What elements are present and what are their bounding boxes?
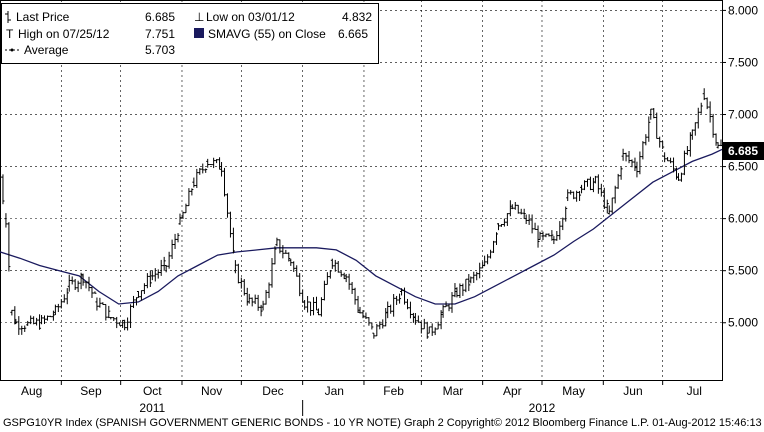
year-label: 2011 (139, 401, 165, 415)
smavg-swatch-icon (194, 28, 204, 38)
y-tick-label: 8.000 (728, 3, 758, 17)
x-tick-label: Jan (325, 384, 344, 398)
smavg-line (0, 148, 723, 305)
x-tick-label: Jul (687, 384, 702, 398)
x-tick-label: May (562, 384, 585, 398)
y-tick-label: 5.000 (728, 316, 758, 330)
x-tick-label: Nov (201, 384, 222, 398)
y-axis: 5.000 5.500 6.000 6.500 7.000 7.500 8.000 (722, 3, 758, 330)
x-tick-label: Dec (262, 384, 283, 398)
year-label: 2012 (529, 401, 556, 415)
x-tick-label: Feb (383, 384, 404, 398)
y-tick-label: 6.000 (728, 212, 758, 226)
legend-last-price-label: Last Price (16, 10, 70, 24)
legend-low-label: Low on 03/01/12 (206, 10, 295, 24)
last-price-tag: 6.685 (723, 142, 764, 160)
x-tick-label: Mar (443, 384, 464, 398)
legend-average-value: 5.703 (145, 43, 175, 57)
x-axis: Aug Sep Oct Nov Dec Jan Feb Mar Apr May Jun Jul 2011… (21, 380, 702, 416)
x-tick-label: Sep (80, 384, 102, 398)
x-tick-label: Aug (21, 384, 42, 398)
y-tick-label: 7.000 (728, 108, 758, 122)
high-arrow-icon: T (6, 27, 14, 41)
footer-text: GSPG10YR Index (SPANISH GOVERNMENT GENER… (3, 417, 762, 429)
y-tick-label: 7.500 (728, 55, 758, 69)
last-price-icon (5, 11, 11, 23)
x-tick-label: Oct (143, 384, 162, 398)
legend: Last Price 6.685 ⊥ Low on 03/01/12 4.832… (1, 3, 379, 64)
legend-smavg-value: 6.665 (338, 27, 368, 41)
low-arrow-icon: ⊥ (194, 10, 204, 24)
last-price-tag-text: 6.685 (728, 144, 758, 158)
y-tick-label: 5.500 (728, 264, 758, 278)
legend-low-value: 4.832 (342, 10, 372, 24)
legend-last-price-value: 6.685 (145, 10, 175, 24)
average-icon (5, 48, 20, 52)
grid-lines (0, 0, 722, 380)
legend-high-label: High on 07/25/12 (18, 27, 110, 41)
legend-box (1, 3, 379, 64)
legend-smavg-label: SMAVG (55) on Close (208, 27, 326, 41)
legend-average-label: Average (24, 43, 69, 57)
smavg-layer (0, 148, 723, 305)
y-tick-label: 6.500 (728, 160, 758, 174)
x-tick-label: Jun (623, 384, 642, 398)
legend-high-value: 7.751 (145, 27, 175, 41)
price-bars-layer (0, 88, 723, 339)
x-tick-label: Apr (503, 384, 522, 398)
